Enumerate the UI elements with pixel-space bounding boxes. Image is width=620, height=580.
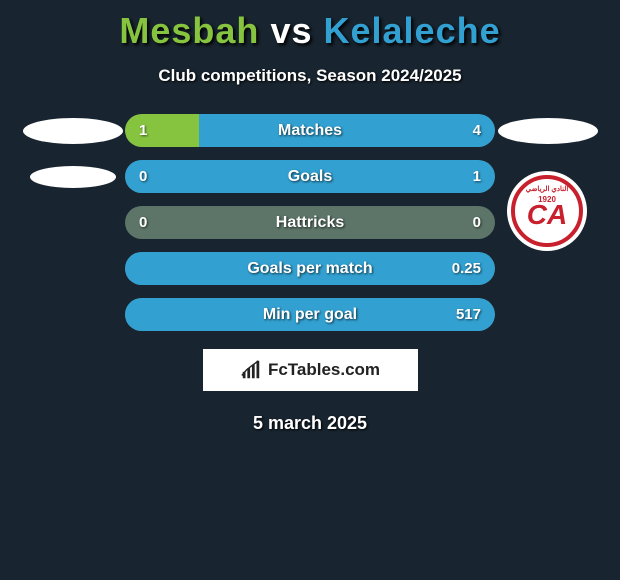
player1-badge bbox=[23, 118, 123, 144]
stat-value-right: 4 bbox=[473, 122, 481, 139]
date-text: 5 march 2025 bbox=[0, 413, 620, 434]
stat-value-right: 0 bbox=[473, 214, 481, 231]
page-title: Mesbah vs Kelaleche bbox=[0, 0, 620, 52]
left-badge-cell bbox=[20, 166, 125, 188]
player1-name: Mesbah bbox=[119, 10, 259, 51]
bar-fill-right bbox=[199, 114, 495, 147]
player1-badge-small bbox=[30, 166, 116, 188]
chart-icon bbox=[240, 359, 262, 381]
stat-row: 1 Matches 4 bbox=[20, 114, 600, 147]
stat-bar: 1 Matches 4 bbox=[125, 114, 495, 147]
right-badge-cell bbox=[495, 118, 600, 144]
stat-value-left: 0 bbox=[139, 168, 147, 185]
stat-label: Matches bbox=[278, 122, 342, 140]
brand-box[interactable]: FcTables.com bbox=[203, 349, 418, 391]
stat-bar: 0 Hattricks 0 bbox=[125, 206, 495, 239]
subtitle: Club competitions, Season 2024/2025 bbox=[0, 66, 620, 86]
club-year: 1920 bbox=[538, 195, 556, 204]
stat-bar: Goals per match 0.25 bbox=[125, 252, 495, 285]
club-arabic-text: النادي الرياضي bbox=[526, 185, 569, 193]
stat-value-left: 1 bbox=[139, 122, 147, 139]
stat-bar: Min per goal 517 bbox=[125, 298, 495, 331]
brand-text: FcTables.com bbox=[268, 360, 380, 380]
player2-name: Kelaleche bbox=[324, 10, 501, 51]
stat-value-right: 1 bbox=[473, 168, 481, 185]
stat-row: Min per goal 517 bbox=[20, 298, 600, 331]
comparison-table: 1Matches40Goals1النادي الرياضي1920CA0Hat… bbox=[20, 114, 600, 331]
stat-label: Min per goal bbox=[263, 306, 357, 324]
stat-label: Hattricks bbox=[276, 214, 344, 232]
stat-value-left: 0 bbox=[139, 214, 147, 231]
bar-fill-left bbox=[125, 114, 199, 147]
stat-row: Goals per match 0.25 bbox=[20, 252, 600, 285]
club-badge: النادي الرياضي1920CA bbox=[507, 171, 587, 251]
stat-value-right: 0.25 bbox=[452, 260, 481, 277]
stat-value-right: 517 bbox=[456, 306, 481, 323]
stat-row: 0Goals1النادي الرياضي1920CA bbox=[20, 160, 600, 193]
stat-label: Goals bbox=[288, 168, 332, 186]
stat-label: Goals per match bbox=[247, 260, 372, 278]
left-badge-cell bbox=[20, 118, 125, 144]
player2-badge bbox=[498, 118, 598, 144]
stat-bar: 0 Goals 1 bbox=[125, 160, 495, 193]
vs-text: vs bbox=[270, 10, 312, 51]
